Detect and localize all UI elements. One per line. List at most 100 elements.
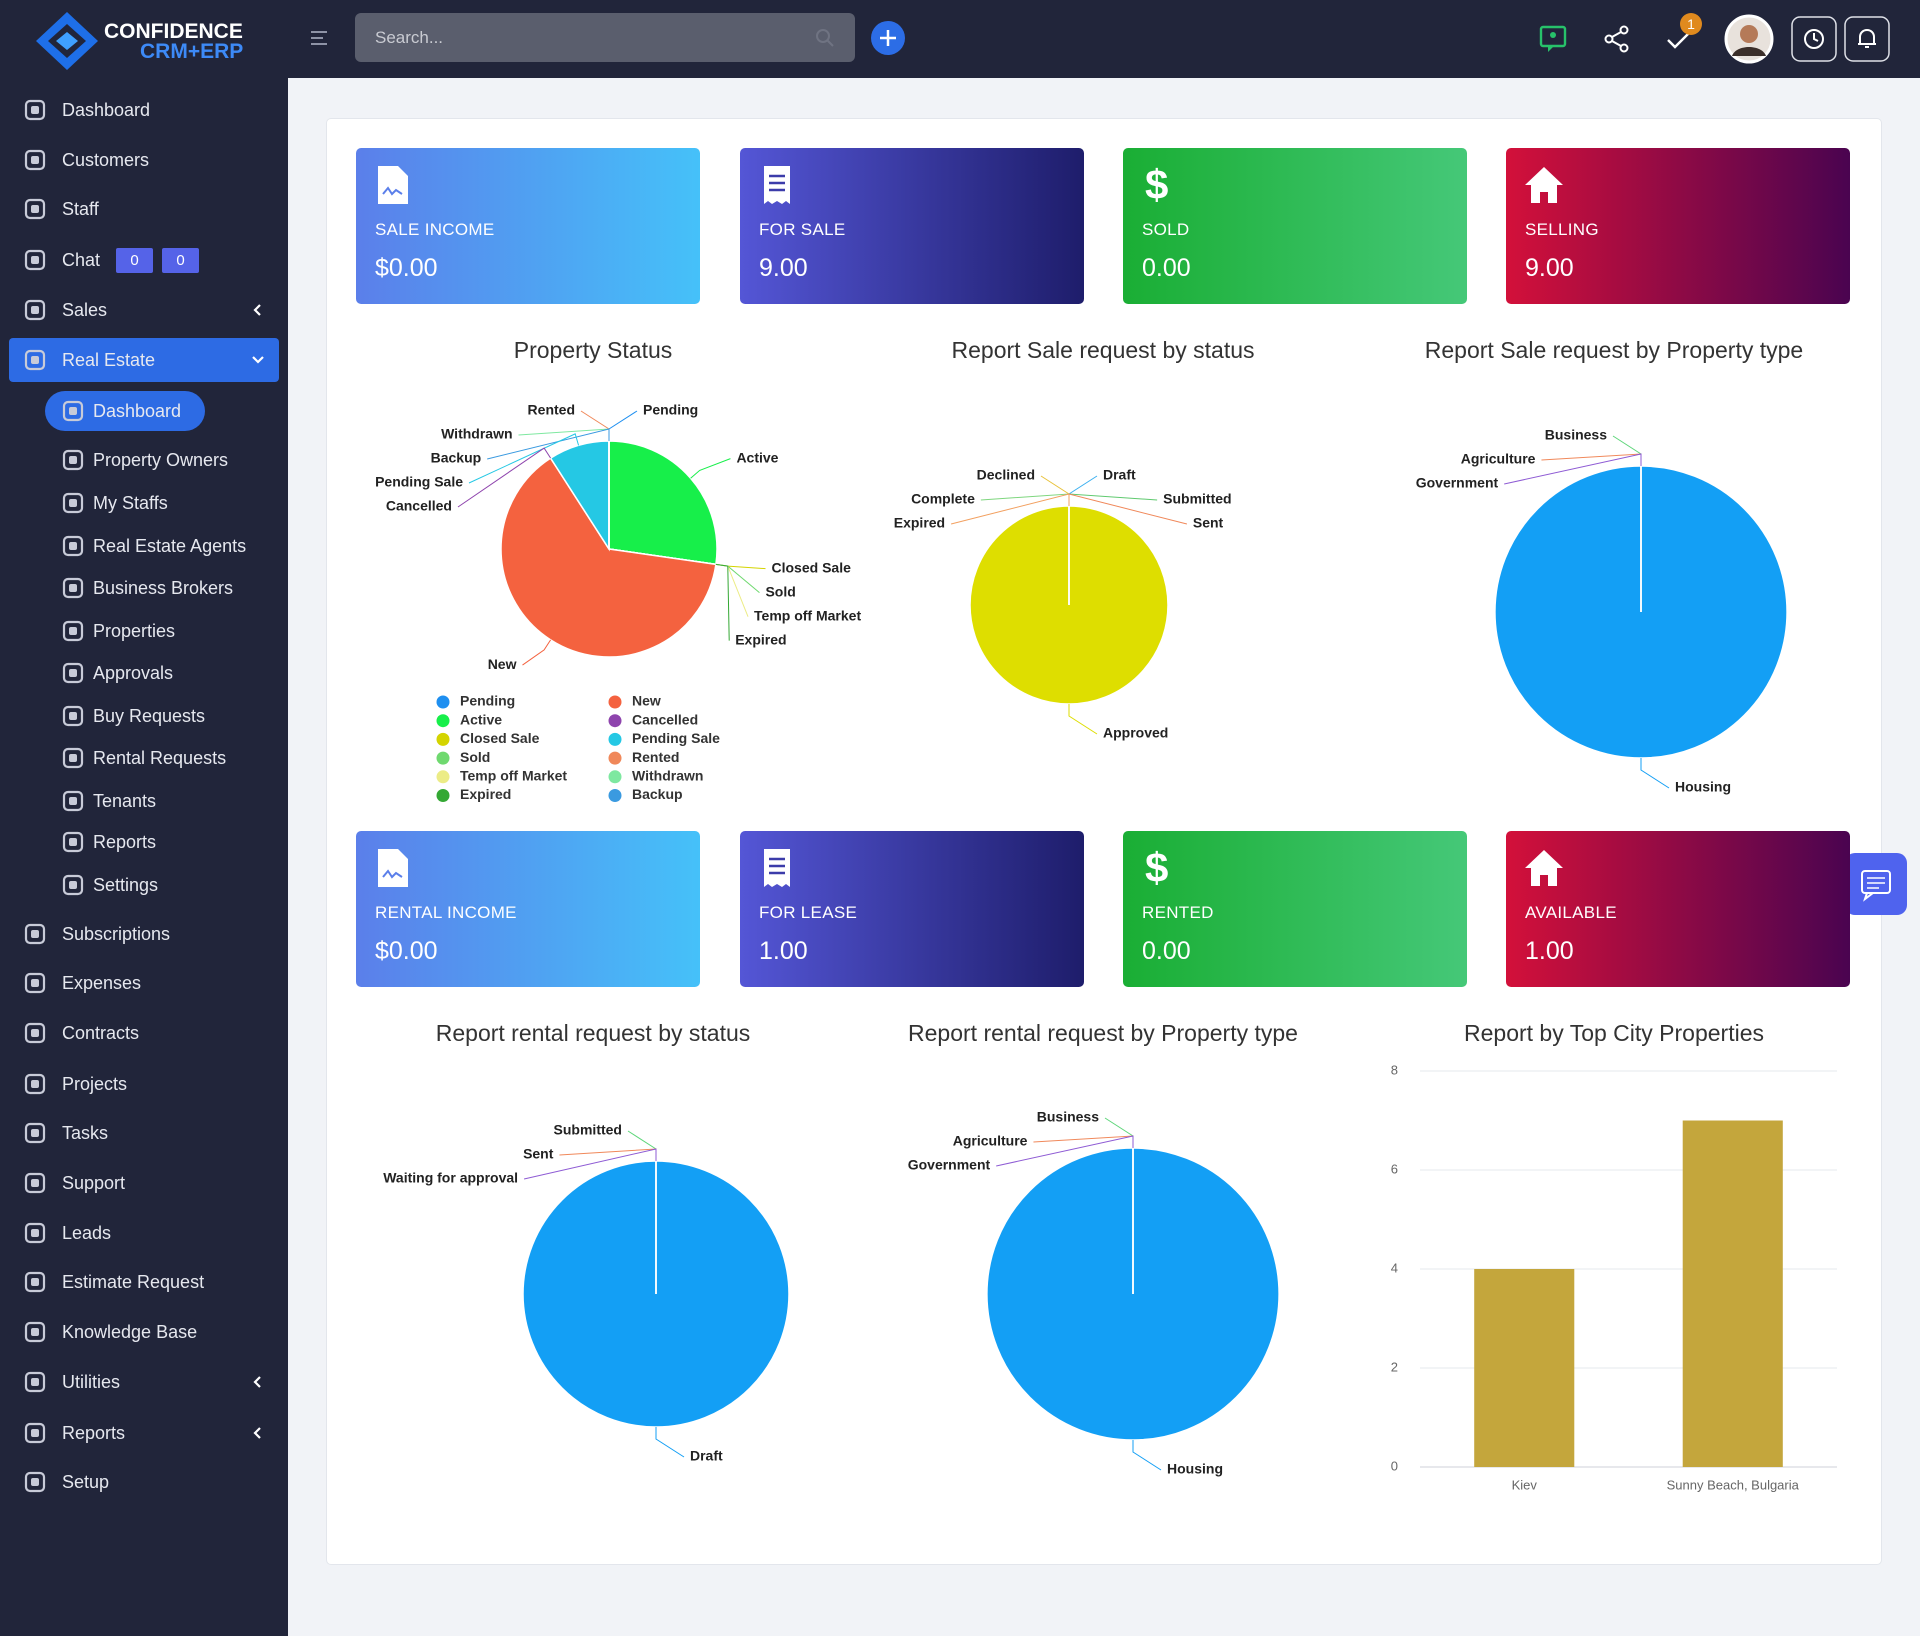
pie-label: Submitted [1163,491,1231,507]
legend-label: Expired [460,786,511,802]
nav-label: Estimate Request [62,1272,205,1293]
nav-item[interactable]: Subscriptions [0,914,288,954]
nav-icon [24,1073,46,1094]
nav-icon [24,349,46,371]
add-button[interactable] [870,20,906,56]
stat-card: SELLING 9.00 [1506,148,1850,304]
nav-item[interactable]: Setup [0,1462,288,1502]
nav-label: Tasks [62,1122,109,1143]
top-bar: Search... 1 [288,0,1920,78]
nav-icon [62,832,84,853]
nav-icon-shape [24,1422,46,1443]
clock-icon[interactable] [1791,16,1837,62]
nav-chevron-path [252,356,264,364]
nav-icon-shape [62,620,84,641]
nav-item[interactable]: Customers [0,140,288,180]
nav-icon-shape [62,663,84,684]
sub-nav-item[interactable]: My Staffs [0,483,288,523]
pie-label: Cancelled [386,498,452,514]
sub-nav-item[interactable]: Real Estate Agents [0,526,288,566]
icon-receipt-lines [769,857,785,875]
nav-item[interactable]: Chat 0 0 [0,240,288,280]
nav-item[interactable]: Expenses [0,963,288,1003]
nav-icon [62,663,84,684]
nav-item[interactable]: Support [0,1163,288,1203]
legend-swatch [436,751,450,765]
nav-label: Sales [62,299,108,320]
nav-icon-dot [31,156,39,165]
nav-item[interactable]: Dashboard [0,90,288,130]
sub-nav-item[interactable]: Properties [0,611,288,651]
sub-nav-item[interactable]: Business Brokers [0,568,288,608]
nav-icon-dot [31,305,39,314]
nav-item[interactable]: Tasks [0,1113,288,1153]
icon-doc [378,849,408,887]
sub-nav-label: Real Estate Agents [93,536,247,557]
nav-icon-dot [31,205,39,214]
pie-leader [522,639,552,666]
pie-leader [627,1130,657,1161]
sub-nav-item[interactable]: Rental Requests [0,738,288,778]
nav-icon-dot [69,583,77,592]
share-icon[interactable] [1602,24,1632,54]
sub-nav-item[interactable]: Settings [0,865,288,905]
nav-item[interactable]: Estimate Request [0,1262,288,1302]
sub-nav-item[interactable]: Tenants [0,781,288,821]
nav-label: Subscriptions [62,924,171,945]
menu-toggle[interactable] [310,30,328,46]
nav-icon [24,150,46,171]
tasks-icon[interactable] [1664,24,1694,54]
nav-item[interactable]: Contracts [0,1013,288,1053]
nav-item[interactable]: Staff [0,189,288,229]
sub-nav-item[interactable]: Dashboard [0,391,288,431]
stat-card-label: AVAILABLE [1525,903,1617,922]
sub-nav-item[interactable]: Approvals [0,653,288,693]
nav-icon [24,973,46,994]
legend-label: New [632,693,661,709]
pie-leader [468,433,580,484]
nav-icon-dot [69,796,77,805]
nav-item[interactable]: Sales [0,290,288,330]
pie-leader [559,1148,657,1161]
nav-icon-dot [69,626,77,635]
nav-item[interactable]: Knowledge Base [0,1312,288,1352]
pie-slice [608,440,718,566]
nav-item[interactable]: Leads [0,1213,288,1253]
stat-card-value: $0.00 [375,254,438,282]
sub-nav-item[interactable]: Reports [0,822,288,862]
search-box[interactable]: Search... [355,13,855,62]
pie-leader [996,1135,1134,1167]
nav-icon-shape [24,1322,46,1343]
avatar[interactable] [1724,14,1774,64]
nav-item[interactable]: Real Estate [0,340,288,380]
nav-item[interactable]: Utilities [0,1362,288,1402]
pie-leader [1104,1117,1134,1148]
chat-float-button[interactable] [1845,853,1907,915]
pie-leader [1612,435,1642,466]
stat-card: RENTAL INCOME $0.00 [356,831,700,987]
chart-title: Report rental request by status [435,1020,751,1046]
search-placeholder: Search... [375,28,444,47]
stat-card-value: 1.00 [759,937,808,965]
pie-label: Declined [977,467,1035,483]
nav-item[interactable]: Reports [0,1413,288,1453]
stat-card-value: 0.00 [1142,254,1191,282]
bell-icon[interactable] [1844,16,1890,62]
sub-nav-item[interactable]: Buy Requests [0,696,288,736]
nav-icon-dot [69,669,77,678]
nav-label: Support [62,1172,126,1193]
nav-item[interactable]: Projects [0,1064,288,1104]
sub-nav-item[interactable]: Property Owners [0,440,288,480]
nav-label: Setup [62,1471,110,1492]
pie-label: Draft [690,1448,723,1464]
nav-icon-dot [69,881,77,890]
icon-receipt [764,166,790,204]
nav-icon [24,299,46,320]
nav-icon [24,1322,46,1343]
nav-chevron [252,356,264,364]
nav-icon [62,493,84,514]
nav-active-bg [9,338,279,382]
pie-label: Housing [1167,1461,1223,1477]
feedback-icon[interactable] [1538,24,1568,54]
